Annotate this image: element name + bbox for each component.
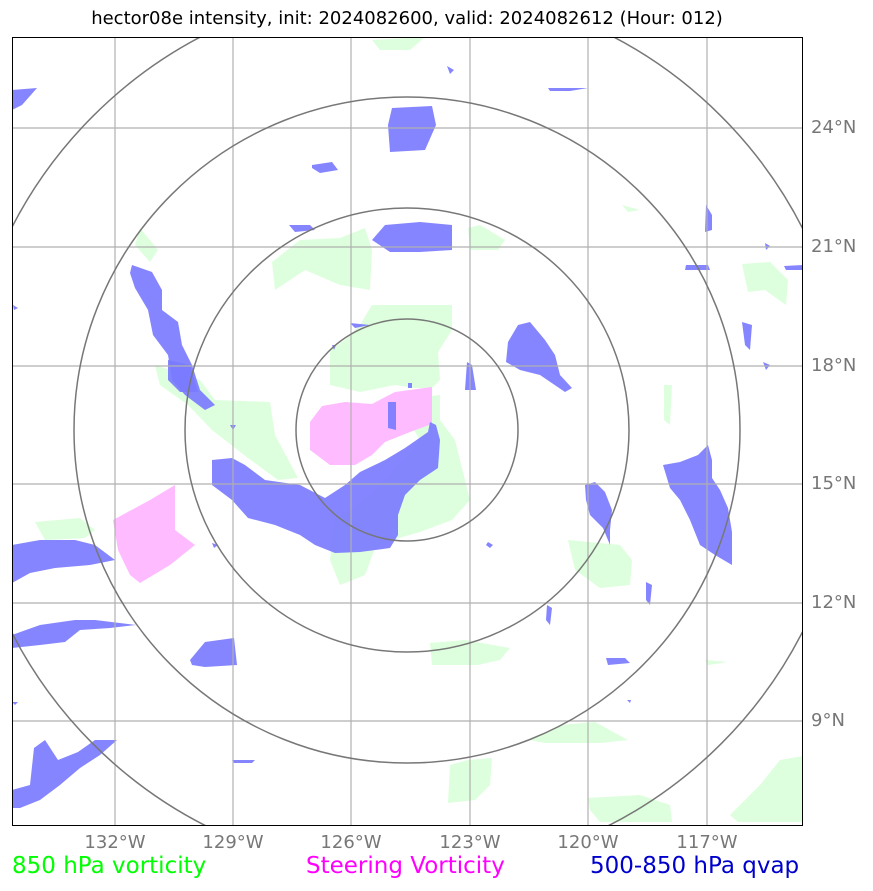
map-canvas — [12, 37, 803, 826]
lat-label-24n: 24°N — [811, 117, 857, 138]
legend-qvap: 500-850 hPa qvap — [590, 853, 800, 879]
map-title: hector08e intensity, init: 2024082600, v… — [91, 8, 723, 29]
lon-label-129w: 129°W — [202, 832, 264, 853]
range-rings — [12, 37, 803, 826]
lon-label-120w: 120°W — [557, 832, 619, 853]
legend-steering-vorticity: Steering Vorticity — [306, 853, 505, 879]
lon-label-132w: 132°W — [84, 832, 146, 853]
lat-label-12n: 12°N — [811, 592, 857, 613]
graticule — [12, 37, 803, 826]
lat-label-21n: 21°N — [811, 236, 857, 257]
lat-label-9n: 9°N — [811, 710, 845, 731]
lon-label-117w: 117°W — [676, 832, 738, 853]
lon-label-126w: 126°W — [320, 832, 382, 853]
lat-label-15n: 15°N — [811, 473, 857, 494]
legend-vorticity-850: 850 hPa vorticity — [12, 853, 207, 879]
lat-label-18n: 18°N — [811, 355, 857, 376]
steering-vorticity-contours — [113, 387, 432, 583]
vorticity-850-contours — [35, 37, 803, 822]
lon-label-123w: 123°W — [439, 832, 501, 853]
qvap-contours — [12, 66, 803, 808]
